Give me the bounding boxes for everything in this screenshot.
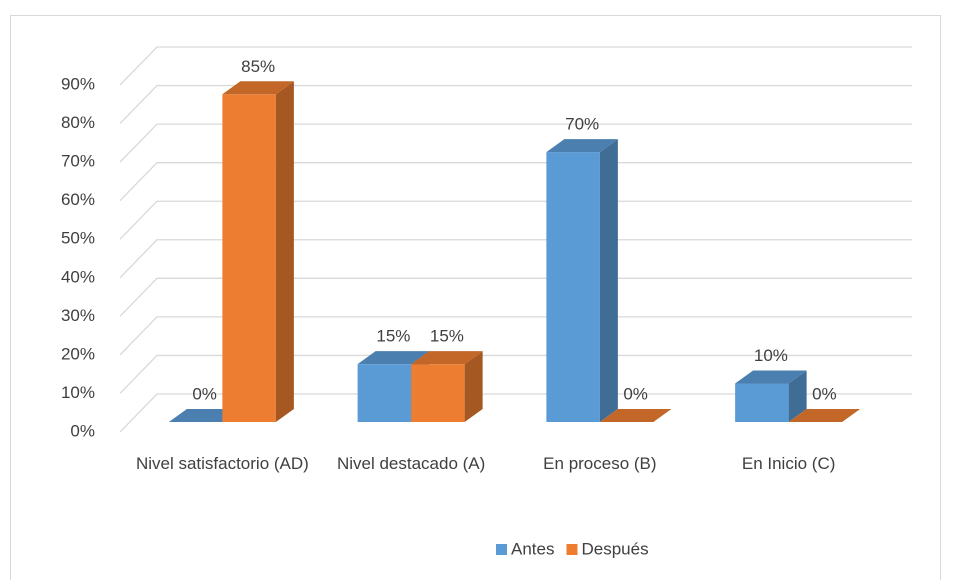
legend-label: Después — [581, 539, 648, 558]
bar-top — [735, 370, 807, 384]
data-label: 85% — [241, 57, 275, 76]
bar — [411, 351, 483, 422]
y-tick-label: 10% — [61, 383, 95, 402]
bar — [735, 370, 807, 422]
data-label: 70% — [565, 115, 599, 134]
bar-top — [788, 409, 861, 422]
grid-line — [119, 393, 912, 433]
x-tick-label: Nivel satisfactorio (AD) — [135, 454, 309, 473]
x-tick-label: Nivel destacado (A) — [336, 454, 486, 473]
bar-front — [357, 364, 412, 422]
data-label: 15% — [376, 327, 410, 346]
bar — [788, 409, 861, 422]
y-tick-label: 50% — [61, 229, 95, 248]
chart-border — [10, 15, 941, 585]
x-tick-label-box: En proceso (B) — [543, 454, 657, 473]
grid-line — [119, 162, 912, 202]
bar-top — [411, 351, 483, 365]
data-label: 10% — [754, 346, 788, 365]
bar — [222, 81, 294, 423]
grid-line — [119, 316, 912, 356]
grid-line — [119, 46, 912, 86]
x-tick-label-box: Nivel satisfactorio (AD) — [135, 454, 309, 473]
legend-swatch — [496, 544, 507, 555]
y-tick-label: 30% — [61, 306, 95, 325]
y-tick-label: 40% — [61, 267, 95, 286]
legend-swatch — [566, 544, 578, 555]
bar-front — [546, 152, 600, 422]
x-tick-label-box: Nivel destacado (A) — [336, 454, 486, 473]
data-label: 0% — [192, 384, 217, 403]
y-tick-label: 60% — [61, 190, 95, 209]
y-tick-label: 80% — [61, 113, 95, 132]
bar-side — [788, 370, 807, 422]
bar-front — [735, 383, 789, 422]
bar-top — [599, 409, 672, 422]
bar-side — [275, 81, 294, 423]
data-label: 0% — [623, 384, 648, 403]
bar-front — [222, 94, 276, 423]
legend-label: Antes — [511, 539, 554, 558]
bar-front — [411, 364, 465, 422]
bar-top — [357, 351, 430, 365]
data-label: 0% — [812, 384, 837, 403]
y-tick-label: 0% — [70, 421, 95, 440]
bar-side — [599, 139, 618, 422]
y-tick-label: 90% — [61, 74, 95, 93]
x-tick-label: En proceso (B) — [543, 454, 657, 473]
bar — [599, 409, 672, 422]
bar — [546, 139, 618, 422]
grid-line — [119, 239, 912, 279]
grid-line — [119, 200, 912, 240]
bar-top — [222, 81, 294, 95]
grid-line — [119, 84, 912, 125]
grid-line — [119, 123, 912, 163]
x-tick-label: En Inicio (C) — [741, 454, 836, 473]
bar-top — [546, 139, 618, 153]
grid-line — [119, 277, 912, 317]
bar-side — [464, 351, 483, 422]
grid-line — [119, 354, 912, 394]
data-label: 15% — [430, 327, 464, 346]
y-tick-label: 70% — [61, 152, 95, 171]
x-tick-label-box: En Inicio (C) — [741, 454, 836, 473]
y-tick-label: 20% — [61, 344, 95, 363]
